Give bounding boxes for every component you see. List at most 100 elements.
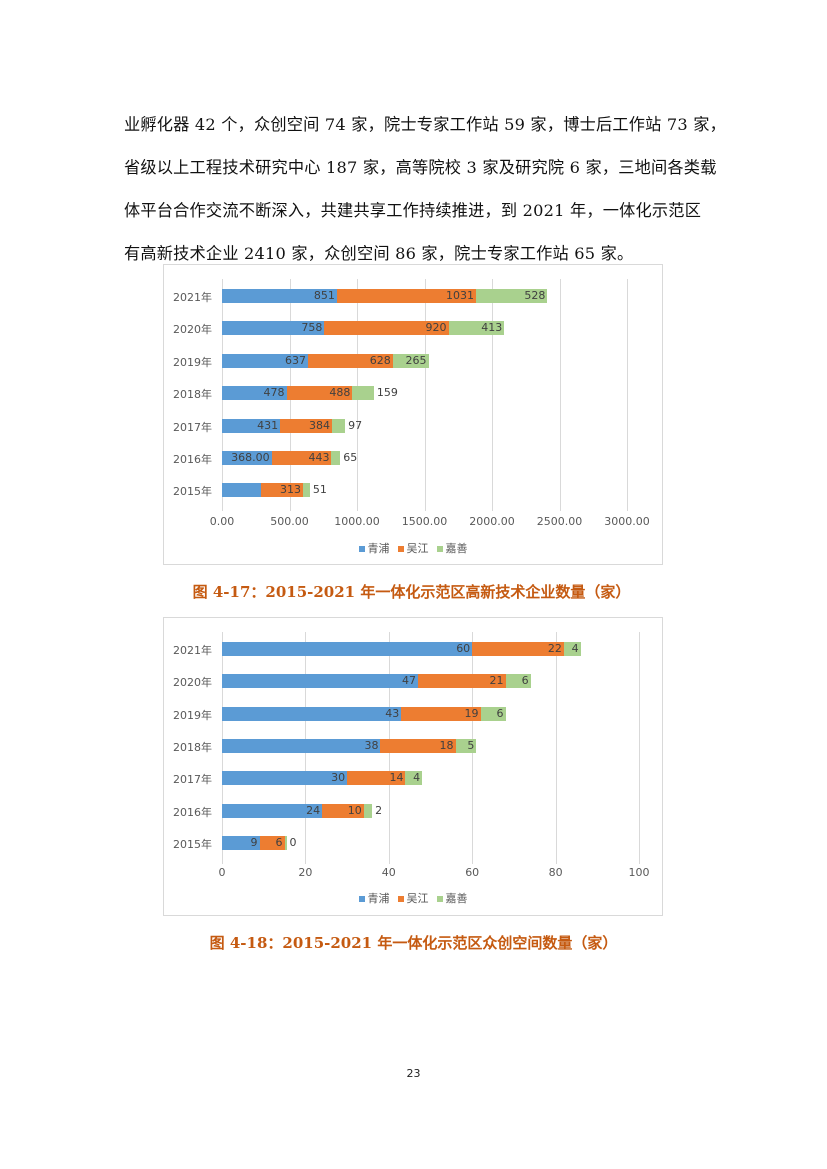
legend-swatch-icon [358, 546, 365, 552]
legend-item-qingpu: 青浦 [358, 540, 390, 556]
legend-item-jiashan: 嘉善 [436, 540, 468, 556]
legend-swatch-icon [397, 546, 404, 552]
data-label: 159 [376, 386, 398, 400]
legend-swatch-icon [436, 896, 443, 902]
data-label: 637 [284, 353, 306, 367]
plot-area: 851 1031 528 758 920 413 637 628 265 478 488 159 431… [222, 279, 628, 511]
y-category-label: 2015年 [173, 837, 212, 851]
data-label: 4 [571, 642, 579, 655]
series-qingpu-bar: 9 [222, 835, 260, 850]
data-label: 51 [312, 483, 327, 497]
bar-row: 431 384 97 [222, 418, 627, 433]
data-label: 384 [309, 418, 330, 432]
data-label: 38 [364, 738, 379, 752]
x-tick-label: 3000.00 [604, 515, 650, 528]
page-number: 23 [406, 1067, 421, 1080]
data-label: 628 [369, 353, 391, 367]
series-jiashan-bar: 265 [392, 353, 429, 368]
data-label: 19 [464, 706, 479, 720]
data-label: 97 [348, 418, 363, 432]
data-label: 6 [275, 835, 283, 849]
series-jiashan-bar: 2 [363, 803, 382, 818]
series-jiashan-bar: 6 [505, 674, 531, 689]
x-tick-label: 500.00 [270, 515, 309, 528]
paragraph-line: 有高新技术企业 2410 家，众创空间 86 家，院士专家工作站 65 家。 [124, 244, 634, 263]
x-tick-label: 20 [298, 866, 313, 879]
series-jiashan-bar: 0 [284, 835, 297, 850]
data-label: 43 [385, 706, 400, 720]
bar-row: 30 14 4 [222, 771, 639, 786]
chart-maker-spaces: 60 22 4 47 21 6 43 19 6 38 18 5 30 14 4 24 10 2 9 6 0 0 20 40 60… [163, 617, 663, 916]
data-label: 1031 [446, 289, 475, 302]
data-label: 21 [489, 674, 504, 688]
series-qingpu-bar: 431 [222, 418, 281, 433]
series-wujiang-bar: 21 [417, 674, 506, 689]
data-label: 443 [308, 451, 330, 464]
data-label: 313 [279, 483, 301, 497]
series-jiashan-bar: 4 [405, 771, 423, 786]
series-wujiang-bar: 313 [260, 483, 303, 498]
y-category-label: 2017年 [173, 420, 212, 434]
legend-label: 嘉善 [445, 892, 468, 905]
data-label: 65 [343, 451, 358, 464]
data-label: 0 [289, 835, 297, 849]
gridline [627, 279, 628, 511]
legend-label: 青浦 [367, 542, 390, 555]
series-jiashan-bar: 413 [448, 321, 505, 336]
series-qingpu-bar: 368.00 [222, 451, 272, 465]
y-category-label: 2016年 [173, 453, 212, 466]
legend-item-qingpu: 青浦 [358, 890, 390, 906]
x-tick-label: 60 [465, 866, 480, 879]
data-label: 368.00 [231, 451, 270, 464]
data-label: 431 [257, 418, 279, 432]
chart-high-tech-enterprises: 851 1031 528 758 920 413 637 628 265 478 488 159 431… [163, 264, 663, 565]
paragraph-line: 省级以上工程技术研究中心 187 家，高等院校 3 家及研究院 6 家，三地间各… [124, 158, 717, 177]
series-wujiang-bar: 384 [280, 418, 332, 433]
legend-label: 吴江 [406, 542, 429, 555]
bar-row: 637 628 265 [222, 353, 627, 368]
data-label: 265 [405, 353, 427, 367]
bar-row: 758 920 413 [222, 321, 627, 336]
data-label: 10 [347, 803, 362, 817]
data-label: 851 [313, 289, 335, 302]
y-category-label: 2019年 [173, 355, 212, 369]
series-wujiang-bar: 18 [380, 738, 456, 753]
data-label: 920 [425, 321, 447, 335]
series-jiashan-bar: 4 [563, 642, 581, 656]
y-category-label: 2020年 [173, 676, 212, 690]
plot-area: 60 22 4 47 21 6 43 19 6 38 18 5 30 14 4 24 10 2 9 6 0 [222, 632, 640, 864]
series-qingpu-bar: 851 [222, 289, 337, 303]
series-qingpu-bar: 758 [222, 321, 325, 336]
data-label: 18 [439, 738, 454, 752]
series-wujiang-bar: 22 [472, 642, 564, 656]
legend-item-jiashan: 嘉善 [436, 890, 468, 906]
series-jiashan-bar: 159 [352, 386, 398, 401]
x-tick-label: 80 [548, 866, 563, 879]
bar-row: 478 488 159 [222, 386, 627, 401]
data-label: 9 [250, 835, 258, 849]
y-category-label: 2019年 [173, 708, 212, 722]
series-jiashan-bar: 528 [476, 289, 548, 303]
y-category-label: 2017年 [173, 773, 212, 787]
y-category-label: 2021年 [173, 644, 212, 657]
data-label: 528 [524, 289, 546, 302]
y-category-label: 2021年 [173, 291, 212, 304]
series-qingpu-bar: 478 [222, 386, 287, 401]
bar-row: 60 22 4 [222, 642, 639, 656]
paragraph-line: 业孵化器 42 个，众创空间 74 家，院士专家工作站 59 家，博士后工作站 … [124, 115, 726, 134]
y-category-label: 2015年 [173, 485, 212, 499]
series-wujiang-bar: 1031 [336, 289, 477, 303]
series-jiashan-bar: 51 [303, 483, 327, 498]
x-tick-label: 1500.00 [401, 515, 448, 528]
series-wujiang-bar: 628 [307, 353, 393, 368]
data-label: 488 [329, 386, 351, 400]
chart-legend: 青浦 吴江 嘉善 [164, 540, 662, 556]
legend-swatch-icon [358, 896, 365, 902]
legend-label: 青浦 [367, 892, 390, 905]
gridline [492, 279, 493, 511]
series-qingpu-bar: 38 [222, 738, 381, 753]
series-wujiang-bar: 488 [286, 386, 353, 401]
series-jiashan-bar: 65 [331, 451, 357, 465]
series-qingpu-bar: 43 [222, 706, 402, 721]
x-tick-label: 1000.00 [334, 515, 380, 528]
